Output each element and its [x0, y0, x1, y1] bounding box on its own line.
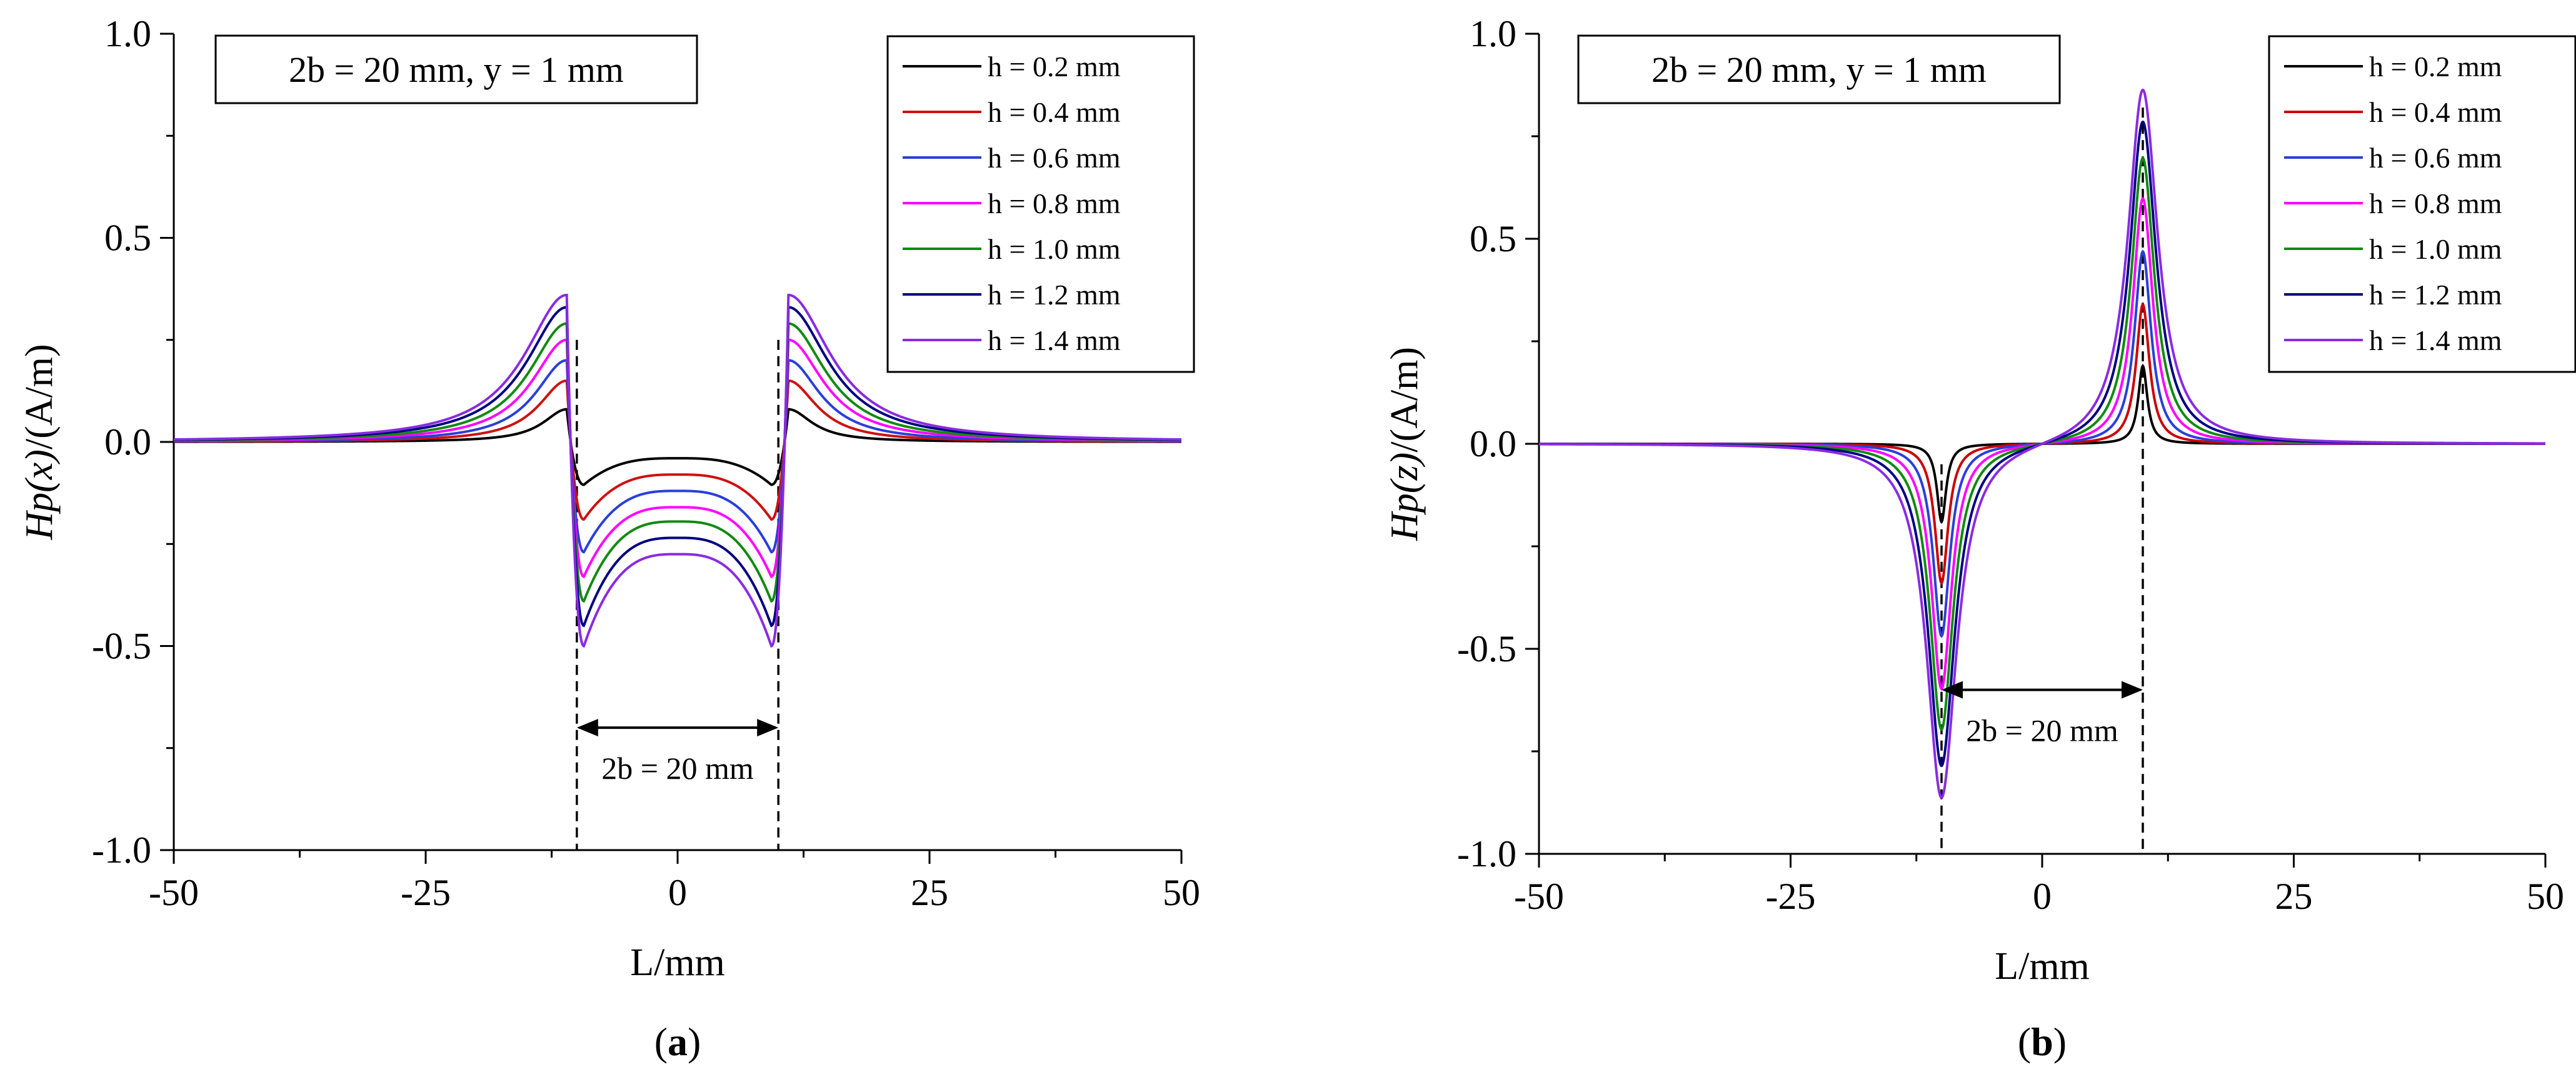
y-axis-title: Hp(z)/(A/m) — [1383, 347, 1426, 541]
legend-entry-label: h = 0.6 mm — [988, 142, 1121, 174]
x-axis-title: L/mm — [630, 941, 725, 984]
plot-area — [1539, 88, 2545, 799]
x-tick-label: 0 — [668, 872, 687, 913]
legend-entry-label: h = 0.2 mm — [988, 51, 1121, 83]
legend-entry-label: h = 1.0 mm — [988, 233, 1121, 265]
panel-label-letter: b — [2031, 1019, 2053, 1064]
x-tick-label: -50 — [1514, 876, 1564, 917]
panel-label-open: ( — [2018, 1019, 2031, 1064]
legend-entry-label: h = 0.4 mm — [2369, 96, 2502, 128]
x-tick-label: -25 — [1766, 876, 1816, 917]
span-arrow-head-left — [1942, 681, 1963, 699]
chart-panel-a: -50 -25 0 25 50 -1.0 -0.5 0.0 0.5 1.0 L/mm Hp(x)/(A… — [18, 13, 1200, 1064]
legend-entry-label: h = 0.4 mm — [988, 96, 1121, 128]
x-axis-title: L/mm — [1995, 945, 2090, 988]
legend-entry-label: h = 1.2 mm — [2369, 279, 2502, 311]
series-line-h14 — [1539, 88, 2545, 799]
span-arrow-head-right — [2122, 681, 2143, 699]
condition-box — [214, 34, 698, 104]
legend-box — [886, 35, 1195, 373]
y-tick-label: 1.0 — [104, 13, 151, 54]
y-axis-title-italic: Hp(z) — [1383, 453, 1426, 541]
legend-entry-label: h = 0.2 mm — [2369, 51, 2502, 83]
y-tick-label: 0.0 — [1470, 423, 1516, 464]
legend-entry-label: h = 1.2 mm — [988, 279, 1121, 311]
x-tick-label: -25 — [401, 872, 451, 913]
legend-entry-label: h = 0.8 mm — [2369, 188, 2502, 219]
y-axis-title-unit: /(A/m) — [18, 344, 61, 449]
y-tick-label: -1.0 — [92, 829, 151, 871]
panel-label: (b) — [2018, 1019, 2067, 1064]
condition-box-text: 2b = 20 mm, y = 1 mm — [1651, 49, 1987, 90]
series-line-h04 — [174, 379, 1181, 521]
legend-entry-label: h = 0.6 mm — [2369, 142, 2502, 174]
condition-box-text: 2b = 20 mm, y = 1 mm — [289, 49, 624, 90]
y-tick-label: 0.5 — [1470, 218, 1516, 259]
x-tick-label: 50 — [1163, 872, 1200, 913]
span-arrow-head-right — [757, 719, 779, 737]
plot-area — [174, 293, 1181, 648]
y-tick-label: -0.5 — [92, 626, 151, 667]
x-tick-label: 25 — [2275, 876, 2313, 917]
y-tick-label: 1.0 — [1470, 13, 1516, 54]
y-tick-label: -0.5 — [1457, 628, 1516, 669]
y-axis-title: Hp(x)/(A/m) — [18, 344, 61, 540]
y-tick-label: 0.5 — [104, 218, 151, 259]
chart-panel-b: -50 -25 0 25 50 -1.0 -0.5 0.0 0.5 1.0 L/mm Hp(z)/(A… — [1383, 13, 2576, 1064]
series-line-h06 — [174, 359, 1181, 554]
panel-label-close: ) — [688, 1019, 701, 1064]
panel-label: (a) — [654, 1019, 701, 1064]
series-line-h14 — [174, 293, 1181, 648]
x-tick-label: -50 — [149, 872, 199, 913]
legend-entry-label: h = 1.4 mm — [988, 324, 1121, 356]
legend-entry-label: h = 1.4 mm — [2369, 324, 2502, 356]
x-tick-label: 50 — [2527, 876, 2564, 917]
span-annotation-label: 2b = 20 mm — [601, 751, 754, 786]
panel-label-close: ) — [2053, 1019, 2067, 1064]
legend-entry-label: h = 1.0 mm — [2369, 233, 2502, 265]
panel-label-letter: a — [668, 1019, 688, 1064]
y-tick-label: -1.0 — [1457, 833, 1516, 874]
series-line-h10 — [174, 322, 1181, 603]
condition-box — [1577, 34, 2061, 104]
span-annotation-label: 2b = 20 mm — [1966, 713, 2118, 748]
x-tick-label: 0 — [2033, 876, 2052, 917]
x-tick-label: 25 — [911, 872, 948, 913]
span-arrow-head-left — [576, 719, 598, 737]
legend-entry-label: h = 0.8 mm — [988, 188, 1121, 219]
y-axis-title-unit: /(A/m) — [1383, 347, 1426, 453]
y-tick-label: 0.0 — [104, 421, 151, 463]
panel-label-open: ( — [654, 1019, 668, 1064]
y-axis-title-italic: Hp(x) — [18, 449, 61, 541]
